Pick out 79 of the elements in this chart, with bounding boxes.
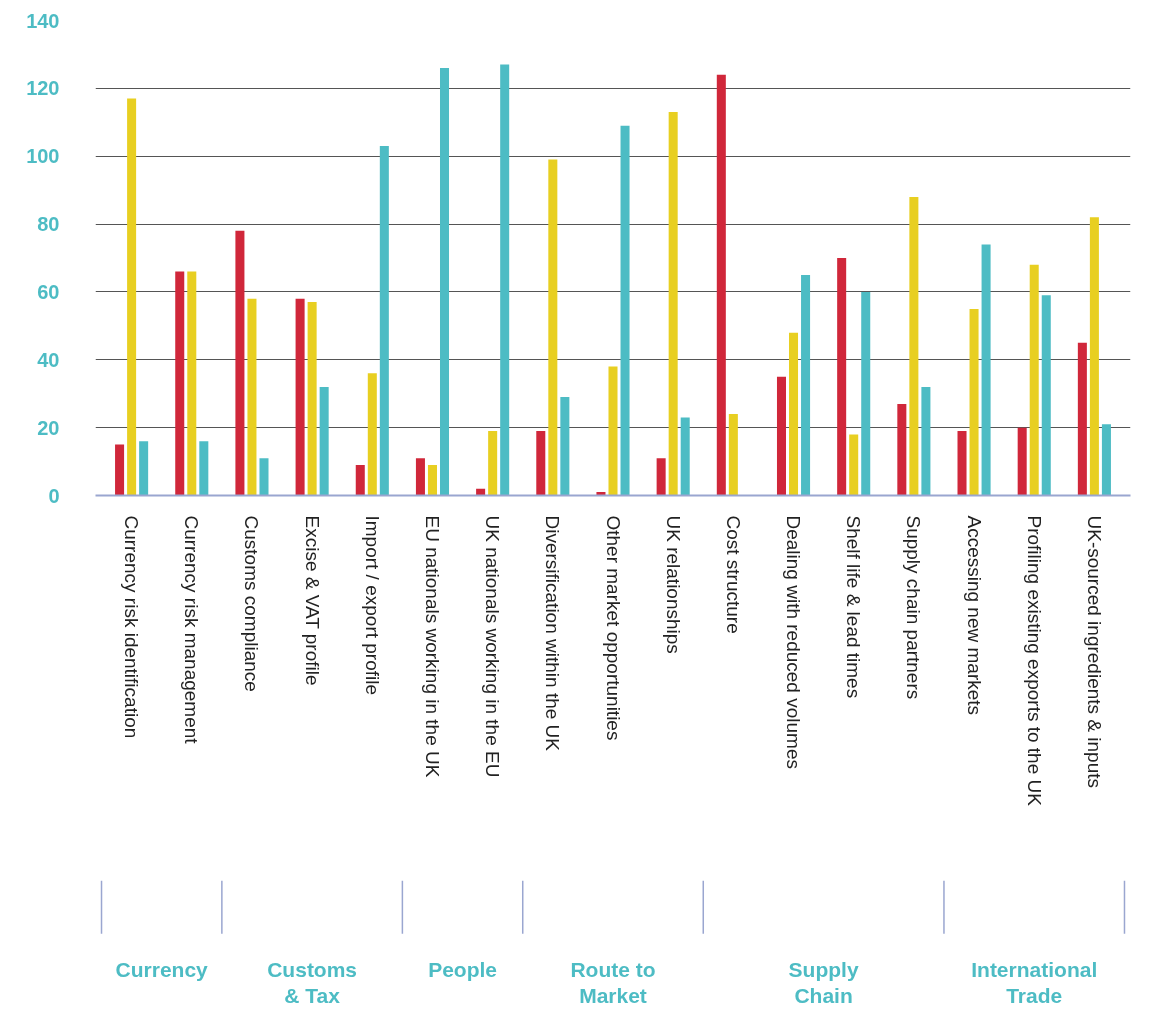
x-tick-label: Supply chain partners <box>903 515 925 700</box>
bar <box>897 403 907 496</box>
y-tick-label: 40 <box>37 348 60 371</box>
x-tick-label: Import / export profile <box>361 515 383 696</box>
bar <box>716 74 726 496</box>
bar <box>127 98 137 496</box>
x-tick-label: Currency risk identification <box>121 515 143 739</box>
bar <box>1101 424 1111 496</box>
y-tick-label: 140 <box>26 9 60 32</box>
x-tick-label: Currency risk management <box>181 515 203 745</box>
y-tick-label: 100 <box>26 145 60 168</box>
bar <box>608 366 618 496</box>
x-tick-label: Profiling existing exports to the UK <box>1023 515 1045 807</box>
bar <box>536 431 546 496</box>
text: Currency <box>115 957 209 981</box>
bar <box>379 146 389 496</box>
bar <box>415 458 425 496</box>
bar <box>199 441 209 496</box>
bar <box>728 414 738 496</box>
bar <box>680 417 690 496</box>
y-tick-label: 60 <box>37 280 60 303</box>
bar <box>668 112 678 496</box>
bar <box>1029 264 1039 496</box>
x-tick-label: Shelf life & lead times <box>843 515 865 699</box>
bar <box>367 373 377 496</box>
x-tick-label: EU nationals working in the UK <box>421 515 443 778</box>
bar <box>440 68 450 496</box>
bar <box>247 298 257 496</box>
x-tick-label: Customs compliance <box>241 515 263 692</box>
bar <box>307 302 317 496</box>
bar <box>1089 217 1099 496</box>
text: Customs & Tax <box>267 957 358 1007</box>
bar <box>837 258 847 496</box>
x-tick-label: UK nationals working in the EU <box>482 515 504 778</box>
y-tick-label: 0 <box>48 484 60 507</box>
bar <box>909 196 919 496</box>
bar <box>235 230 245 496</box>
bar <box>548 159 558 496</box>
x-tick-label: Excise & VAT profile <box>301 515 323 686</box>
bar <box>969 308 979 496</box>
bar <box>921 386 931 496</box>
bar <box>427 464 437 496</box>
bar <box>355 464 365 496</box>
x-tick-label: Diversification within the UK <box>542 515 564 752</box>
bar <box>776 376 786 496</box>
bar <box>1017 427 1027 496</box>
text: International Trade <box>971 957 1098 1007</box>
y-tick-label: 120 <box>26 77 60 100</box>
text: Supply Chain <box>788 957 859 1007</box>
x-tick-label: UK relationships <box>662 515 684 654</box>
bar <box>115 444 125 496</box>
bar <box>861 291 871 496</box>
text: Route to Market <box>570 957 656 1007</box>
text: People <box>428 957 497 981</box>
bar <box>1041 295 1051 496</box>
bar <box>656 458 666 496</box>
bar <box>488 431 498 496</box>
x-tick-label: Other market opportunities <box>602 515 624 741</box>
bar <box>560 397 570 496</box>
y-tick-label: 80 <box>37 213 60 236</box>
bar <box>957 431 967 496</box>
bar <box>620 125 630 496</box>
bar <box>139 441 149 496</box>
bar <box>500 64 510 496</box>
x-tick-label: Accessing new markets <box>963 515 985 716</box>
bar <box>295 298 305 496</box>
x-tick-label: Cost structure <box>722 515 744 634</box>
y-tick-label: 20 <box>37 416 60 439</box>
bar <box>981 244 991 496</box>
x-tick-label: UK-sourced ingredients & inputs <box>1083 515 1105 788</box>
bar <box>187 271 197 496</box>
bar <box>849 434 859 496</box>
bar <box>789 332 799 496</box>
bar <box>1077 342 1087 496</box>
bar <box>319 386 329 496</box>
x-tick-label: Dealing with reduced volumes <box>783 515 805 769</box>
bar <box>259 458 269 496</box>
bar <box>175 271 185 496</box>
bar <box>801 274 811 496</box>
